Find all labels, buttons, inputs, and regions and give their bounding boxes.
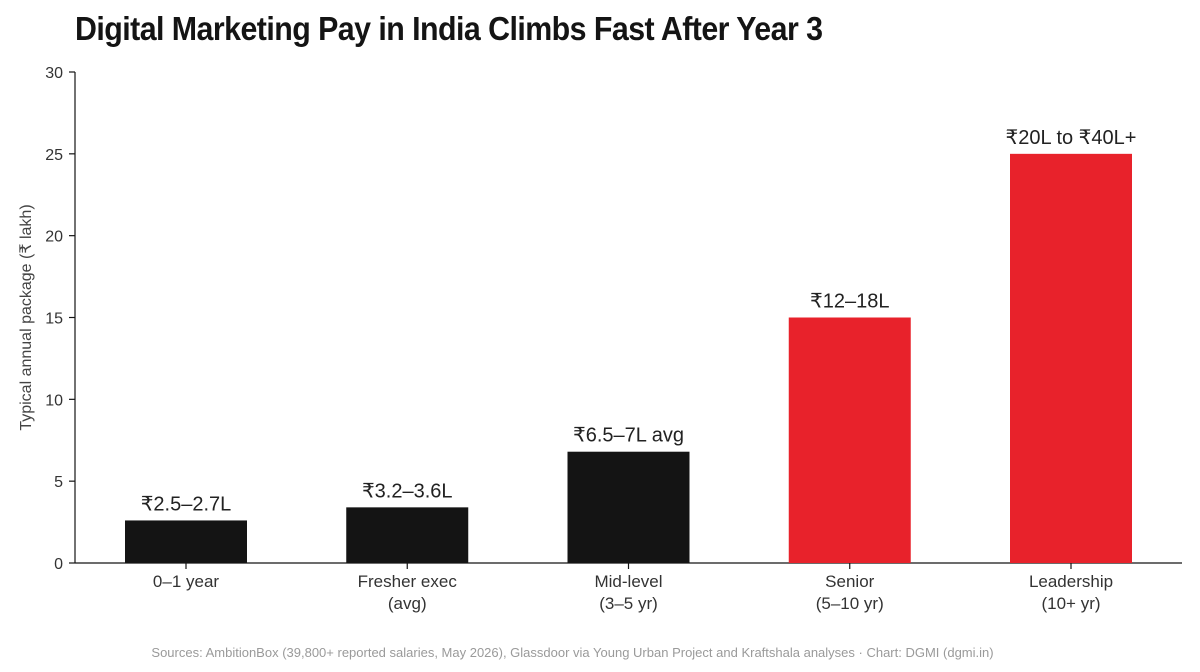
bars-group: [125, 153, 1132, 564]
y-tick-label: 15: [45, 311, 63, 328]
x-axis: [75, 562, 1182, 569]
category-label-2-line-2: (avg): [388, 594, 427, 613]
bar-2: [346, 507, 469, 563]
category-label-3: Mid-level: [594, 572, 662, 591]
y-tick-label: 20: [45, 229, 63, 246]
y-axis-label: Typical annual package (₹ lakh): [18, 204, 35, 430]
y-tick-label: 30: [45, 65, 63, 82]
category-label-3-line-2: (3–5 yr): [599, 594, 658, 613]
category-label-1: 0–1 year: [153, 572, 219, 591]
data-labels-group: ₹2.5–2.7L ₹3.2–3.6L ₹6.5–7L avg ₹12–18L ₹20L…: [141, 127, 1137, 516]
data-label-1: ₹2.5–2.7L: [141, 493, 232, 515]
bar-1: [125, 520, 247, 563]
chart-title: Digital Marketing Pay in India Climbs Fa…: [75, 10, 823, 47]
data-label-3: ₹6.5–7L avg: [573, 425, 684, 447]
category-label-2: Fresher exec: [358, 572, 458, 591]
bar-5: [1010, 153, 1132, 564]
data-label-5: ₹20L to ₹40L+: [1006, 127, 1137, 149]
category-labels-group: 0–1 year Fresher exec (avg) Mid-level (3–5 y…: [153, 572, 1113, 613]
bar-3: [567, 451, 690, 563]
source-note: Sources: AmbitionBox (39,800+ reported s…: [151, 645, 994, 660]
category-label-4: Senior: [825, 572, 874, 591]
category-label-4-line-2: (5–10 yr): [816, 594, 884, 613]
y-tick-label: 25: [45, 147, 63, 164]
data-label-2: ₹3.2–3.6L: [362, 480, 453, 502]
y-tick-label: 0: [54, 556, 63, 573]
category-label-5-line-2: (10+ yr): [1041, 594, 1100, 613]
y-tick-label: 5: [54, 474, 63, 491]
bar-4: [788, 317, 911, 563]
y-tick-label: 10: [45, 392, 63, 409]
data-label-4: ₹12–18L: [810, 291, 889, 313]
y-axis: 0 5 10 15 20 25 30: [45, 65, 76, 573]
category-label-5: Leadership: [1029, 572, 1113, 591]
